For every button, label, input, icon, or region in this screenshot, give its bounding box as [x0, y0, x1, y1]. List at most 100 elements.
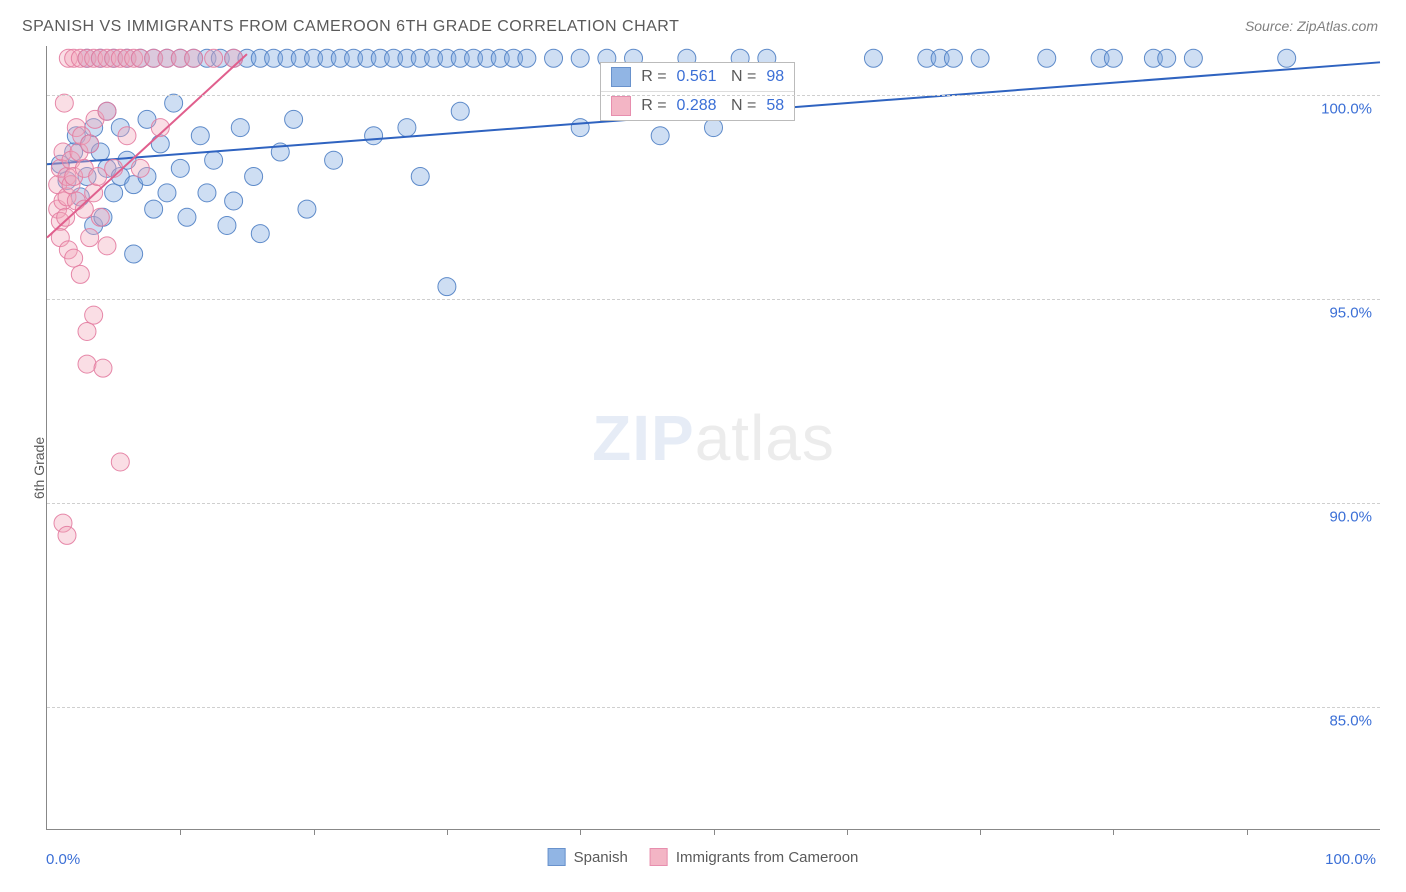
data-point [58, 526, 76, 544]
data-point [78, 355, 96, 373]
data-point [411, 168, 429, 186]
data-point [55, 94, 73, 112]
data-point [225, 49, 243, 67]
legend-label: Spanish [574, 849, 628, 866]
x-axis-max-label: 100.0% [1325, 851, 1376, 868]
data-point [105, 159, 123, 177]
data-point [205, 49, 223, 67]
x-tick [180, 829, 181, 835]
stat-r-value: 0.561 [677, 68, 717, 86]
data-point [325, 151, 343, 169]
plot-area: ZIPatlas R = 0.561 N = 98R = 0.288 N = 5… [46, 46, 1380, 830]
data-point [218, 216, 236, 234]
data-point [165, 94, 183, 112]
stat-r-label: R = [641, 68, 666, 86]
x-tick [314, 829, 315, 835]
data-point [864, 49, 882, 67]
data-point [91, 208, 109, 226]
data-point [81, 135, 99, 153]
data-point [191, 127, 209, 145]
stat-n-label: N = [727, 97, 757, 115]
data-point [151, 135, 169, 153]
data-point [518, 49, 536, 67]
data-point [178, 208, 196, 226]
legend-swatch [548, 848, 566, 866]
data-point [398, 119, 416, 137]
data-point [944, 49, 962, 67]
data-point [171, 159, 189, 177]
data-point [81, 229, 99, 247]
data-point [545, 49, 563, 67]
y-tick-label: 85.0% [1329, 712, 1372, 729]
data-point [111, 453, 129, 471]
data-point [651, 127, 669, 145]
data-point [1104, 49, 1122, 67]
stat-n-label: N = [727, 68, 757, 86]
y-tick-label: 95.0% [1329, 304, 1372, 321]
data-point [57, 208, 75, 226]
stat-n-value: 58 [766, 97, 784, 115]
data-point [1184, 49, 1202, 67]
data-point [705, 119, 723, 137]
chart-title: SPANISH VS IMMIGRANTS FROM CAMEROON 6TH … [22, 18, 679, 36]
data-point [438, 278, 456, 296]
data-point [145, 200, 163, 218]
data-point [105, 184, 123, 202]
legend-swatch [650, 848, 668, 866]
data-point [98, 102, 116, 120]
bottom-legend: Spanish Immigrants from Cameroon [548, 848, 859, 866]
x-tick [1113, 829, 1114, 835]
gridline [47, 707, 1380, 708]
data-point [89, 168, 107, 186]
x-tick [1247, 829, 1248, 835]
data-point [571, 49, 589, 67]
x-tick [714, 829, 715, 835]
data-point [245, 168, 263, 186]
x-tick [847, 829, 848, 835]
chart-container: 6th Grade ZIPatlas R = 0.561 N = 98R = 0… [0, 44, 1406, 892]
data-point [85, 306, 103, 324]
data-point [451, 102, 469, 120]
data-point [205, 151, 223, 169]
data-point [285, 110, 303, 128]
source-attribution: Source: ZipAtlas.com [1245, 18, 1378, 34]
data-point [65, 249, 83, 267]
stats-legend-box: R = 0.561 N = 98R = 0.288 N = 58 [600, 62, 795, 121]
stat-r-value: 0.288 [677, 97, 717, 115]
header: SPANISH VS IMMIGRANTS FROM CAMEROON 6TH … [0, 0, 1406, 42]
series-swatch [611, 96, 631, 116]
data-point [78, 322, 96, 340]
y-tick-label: 100.0% [1321, 100, 1372, 117]
data-point [198, 184, 216, 202]
data-point [298, 200, 316, 218]
stats-row: R = 0.561 N = 98 [601, 63, 794, 92]
x-tick [580, 829, 581, 835]
stat-n-value: 98 [766, 68, 784, 86]
data-point [251, 225, 269, 243]
data-point [1278, 49, 1296, 67]
x-tick [447, 829, 448, 835]
data-point [1158, 49, 1176, 67]
data-point [185, 49, 203, 67]
data-point [85, 184, 103, 202]
x-axis-min-label: 0.0% [46, 851, 80, 868]
y-axis-label: 6th Grade [31, 437, 47, 499]
data-point [225, 192, 243, 210]
data-point [94, 359, 112, 377]
data-point [571, 119, 589, 137]
data-point [71, 265, 89, 283]
y-tick-label: 90.0% [1329, 508, 1372, 525]
data-point [158, 184, 176, 202]
stat-r-label: R = [641, 97, 666, 115]
gridline [47, 95, 1380, 96]
data-point [125, 245, 143, 263]
scatter-svg [47, 46, 1380, 829]
legend-item: Spanish [548, 848, 628, 866]
series-swatch [611, 67, 631, 87]
legend-label: Immigrants from Cameroon [676, 849, 859, 866]
data-point [98, 237, 116, 255]
gridline [47, 503, 1380, 504]
data-point [118, 127, 136, 145]
legend-item: Immigrants from Cameroon [650, 848, 859, 866]
data-point [1038, 49, 1056, 67]
